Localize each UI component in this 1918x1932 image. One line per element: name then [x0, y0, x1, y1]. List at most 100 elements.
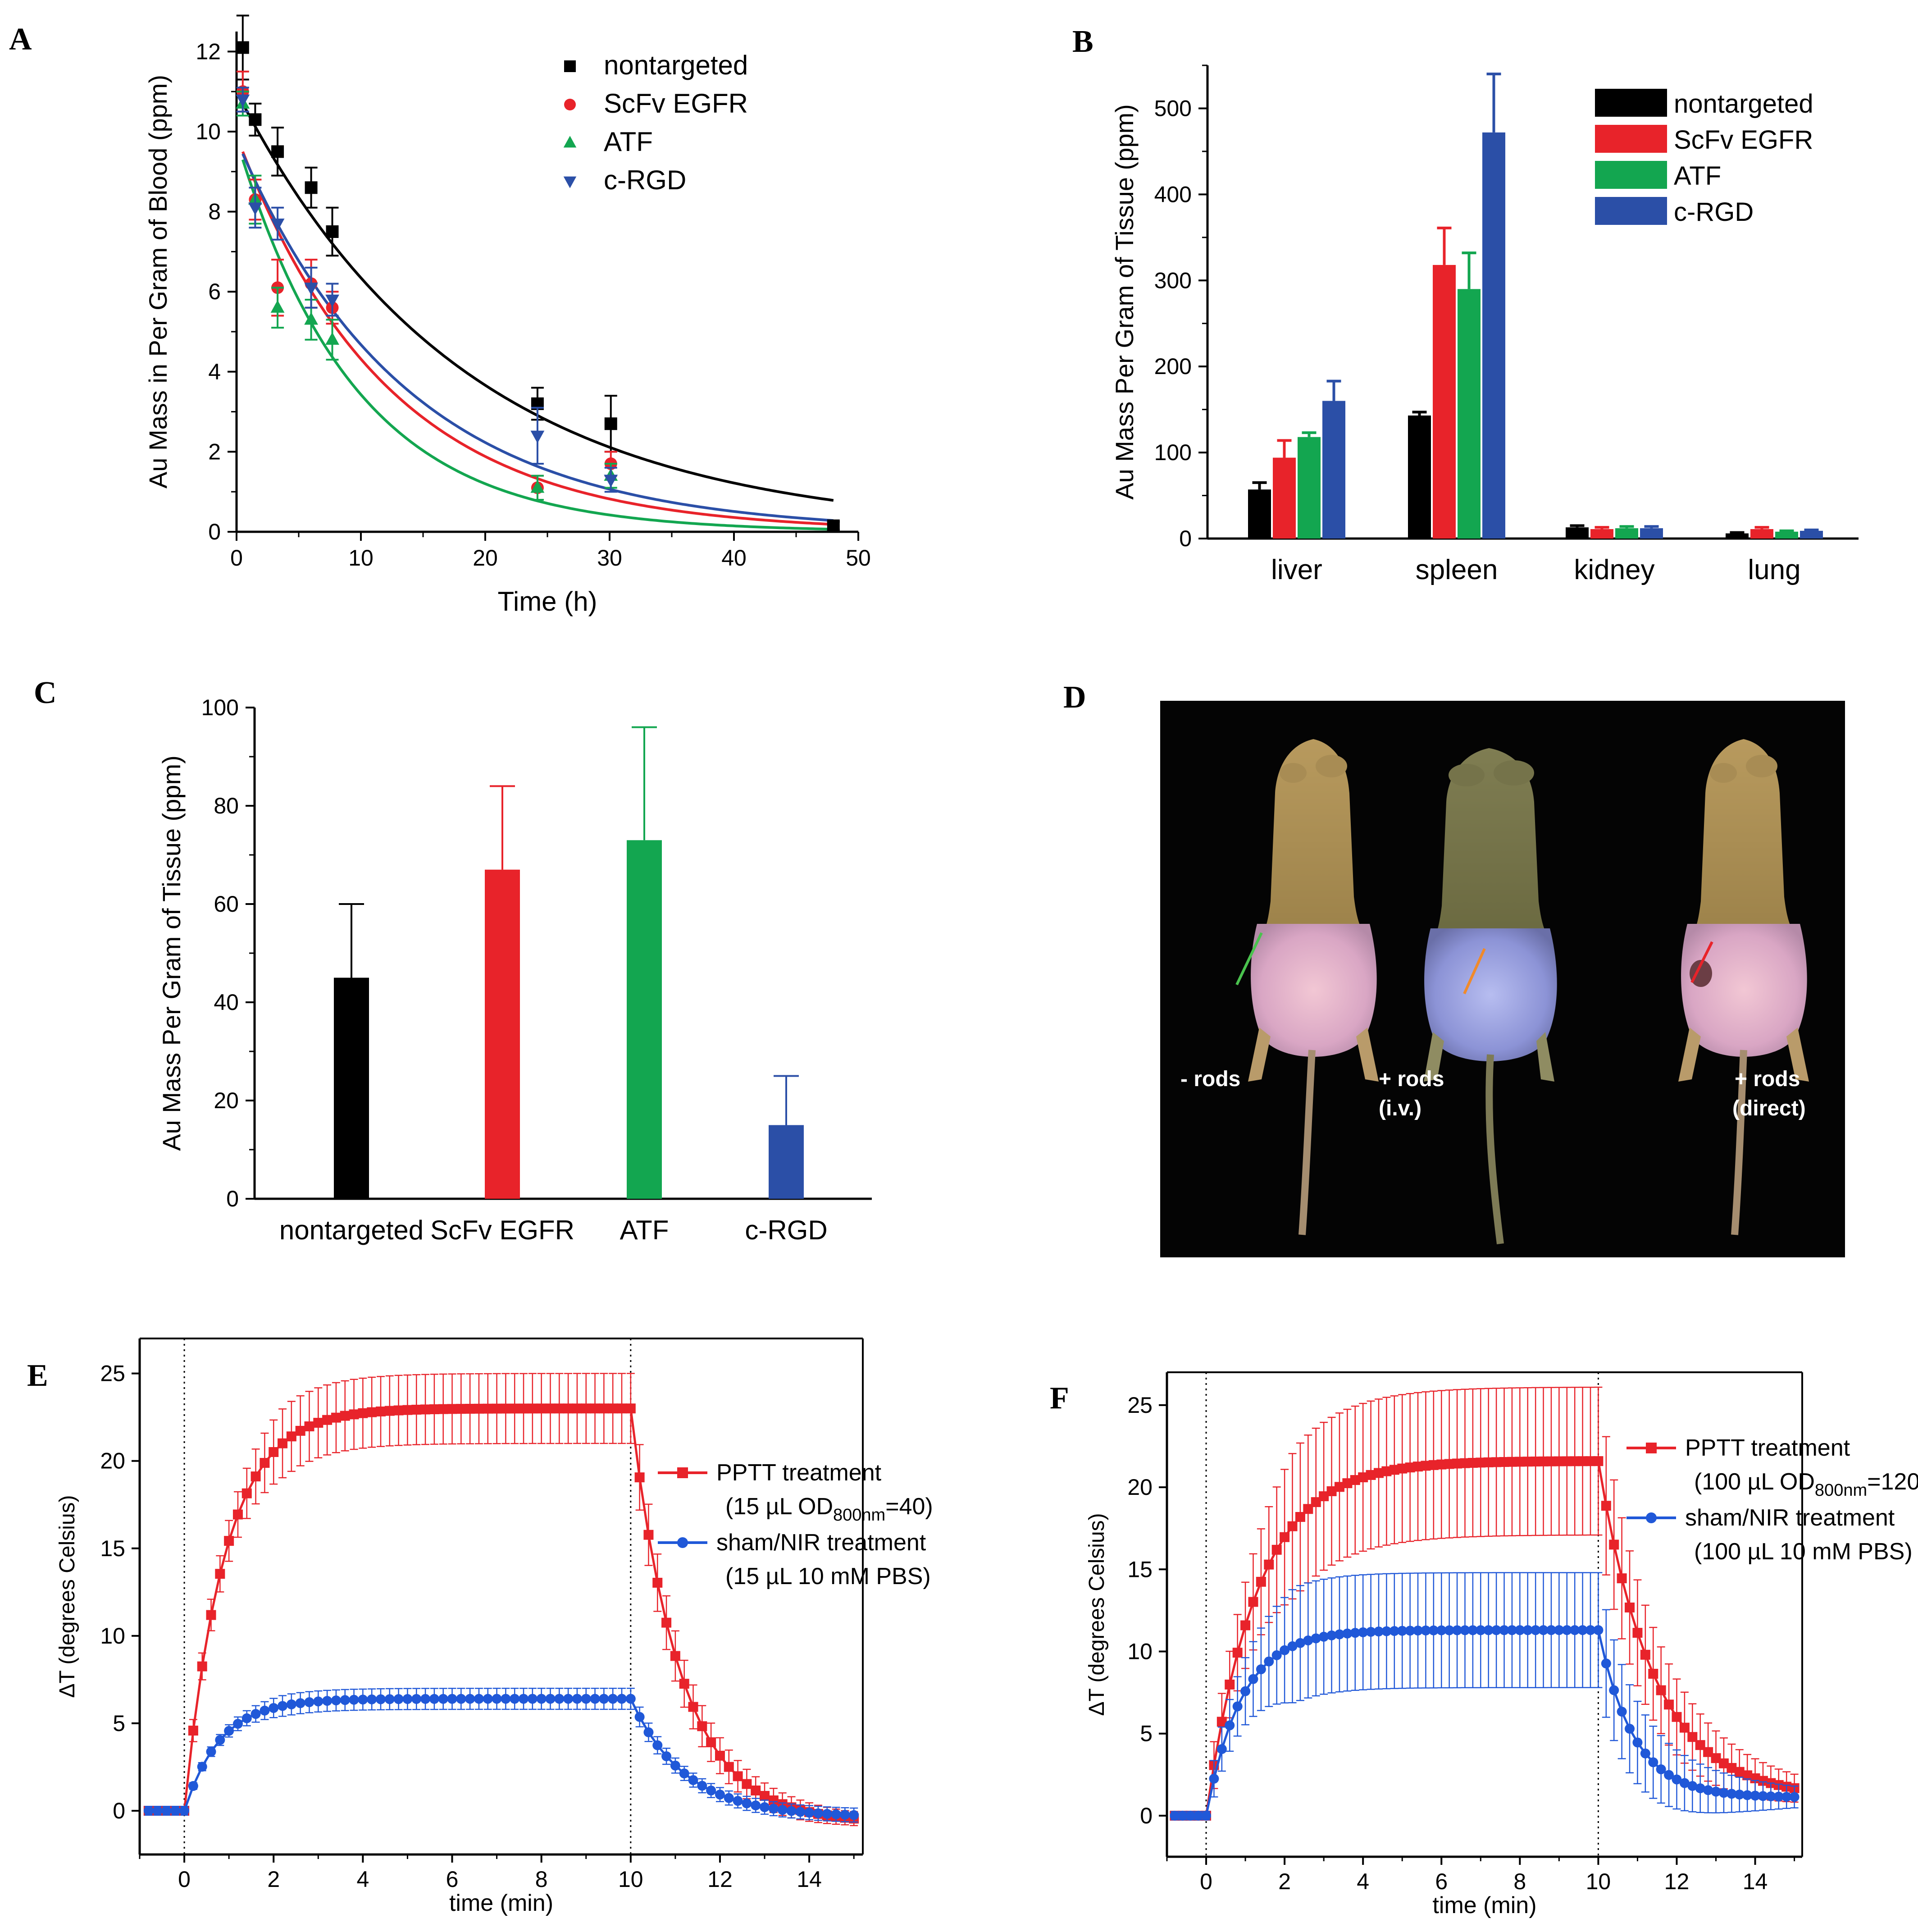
data-point [1648, 1757, 1658, 1768]
data-point [411, 1694, 422, 1704]
bar-1 [485, 869, 520, 1199]
data-point [188, 1726, 198, 1736]
bar-lung-1 [1750, 529, 1773, 539]
data-point [1248, 1674, 1258, 1684]
mouse-label-1-line1: - rods [1180, 1067, 1240, 1091]
data-point [248, 202, 262, 215]
data-point [1405, 1626, 1415, 1636]
data-point [1515, 1625, 1525, 1635]
x-axis-label: time (min) [449, 1890, 553, 1916]
data-point [456, 1694, 466, 1704]
y-tick-label: 0 [226, 1186, 239, 1211]
data-point [1609, 1685, 1619, 1695]
data-point [1264, 1559, 1274, 1570]
fit-curve-3 [241, 153, 834, 522]
data-point [1287, 1641, 1298, 1651]
data-point [340, 1411, 350, 1421]
x-tick-label: 6 [446, 1867, 459, 1892]
bar-2 [627, 840, 662, 1199]
data-point [1522, 1625, 1533, 1635]
data-point [1256, 1664, 1266, 1675]
data-point [1664, 1699, 1674, 1710]
data-point [777, 1805, 788, 1815]
data-point [1177, 1810, 1188, 1821]
x-tick-label: 10 [618, 1867, 643, 1892]
mouse-rods-iv [1424, 748, 1557, 1244]
data-point [572, 1694, 582, 1704]
data-point [1366, 1470, 1376, 1480]
data-point [786, 1806, 797, 1816]
data-point [349, 1409, 359, 1420]
y-tick-label: 5 [1140, 1721, 1153, 1746]
legend-marker [563, 176, 577, 188]
data-point [1773, 1791, 1784, 1802]
data-point [1483, 1625, 1494, 1635]
data-point [643, 1727, 654, 1737]
data-point [1358, 1627, 1368, 1637]
data-point [501, 1694, 511, 1704]
data-point [1334, 1629, 1344, 1640]
x-tick-label: 50 [846, 545, 871, 571]
data-point [241, 1488, 252, 1498]
data-point [483, 1403, 493, 1414]
legend-label-0: nontargeted [604, 50, 748, 80]
data-point [1311, 1497, 1321, 1507]
data-point [501, 1403, 511, 1414]
data-point [1499, 1625, 1509, 1635]
data-point [179, 1805, 190, 1816]
data-point [1703, 1785, 1713, 1795]
y-tick-label: 0 [113, 1798, 125, 1823]
x-tick-label: 40 [721, 545, 747, 571]
chart-c: 0 20 40 60 80 100 nontargeted ScFv EGFR ATF c-RGD… [157, 695, 872, 1245]
data-point [1522, 1457, 1533, 1467]
data-point [634, 1712, 645, 1722]
data-point [1374, 1468, 1384, 1478]
legend-swatch [1595, 197, 1667, 225]
data-point [1554, 1625, 1564, 1635]
data-point [670, 1651, 680, 1661]
data-point [643, 1530, 654, 1540]
data-point [1381, 1626, 1392, 1636]
data-point [822, 1809, 832, 1819]
bar-lung-3 [1800, 530, 1823, 539]
legend-label-2: ATF [604, 127, 653, 157]
y-tick-label: 10 [196, 119, 221, 144]
data-point [269, 1703, 279, 1713]
data-point [510, 1694, 520, 1704]
x-tick-label: 6 [1435, 1869, 1448, 1894]
data-point [1766, 1791, 1776, 1802]
x-tick-label: 20 [473, 545, 498, 571]
data-point [617, 1403, 627, 1414]
data-point [1531, 1625, 1541, 1635]
data-point [376, 1694, 386, 1704]
data-point [1389, 1626, 1399, 1636]
data-point [305, 181, 318, 194]
data-point [1703, 1747, 1713, 1757]
data-point [1664, 1770, 1674, 1780]
data-point [530, 430, 545, 443]
x-axis-label: time (min) [1432, 1892, 1536, 1918]
data-point [742, 1779, 752, 1789]
data-point [420, 1404, 431, 1415]
legend-label-1: sham/NIR treatment [716, 1530, 926, 1556]
data-point [236, 94, 250, 107]
x-tick-label: 14 [797, 1867, 822, 1892]
data-point [1397, 1626, 1408, 1636]
y-tick-label: 60 [214, 891, 239, 917]
data-point [652, 1577, 663, 1588]
data-point [1311, 1633, 1321, 1644]
legend-marker [1646, 1443, 1657, 1453]
data-point [260, 1705, 270, 1716]
data-point [143, 1805, 154, 1816]
data-point [1280, 1532, 1290, 1542]
y-tick-label: 10 [1127, 1639, 1153, 1664]
data-point [465, 1694, 475, 1704]
data-point [661, 1751, 672, 1762]
data-point [474, 1694, 484, 1704]
data-point [1554, 1456, 1564, 1466]
data-point [278, 1701, 288, 1711]
data-point [1326, 1486, 1337, 1496]
data-point [768, 1795, 779, 1805]
y-tick-label: 300 [1154, 268, 1192, 293]
data-point [849, 1810, 859, 1820]
